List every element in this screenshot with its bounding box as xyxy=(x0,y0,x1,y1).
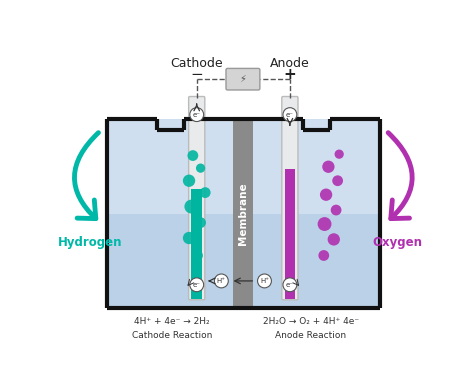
Text: Anode Reaction: Anode Reaction xyxy=(275,331,346,340)
Circle shape xyxy=(257,274,272,288)
Text: e⁻: e⁻ xyxy=(286,282,294,288)
Circle shape xyxy=(195,217,206,228)
Circle shape xyxy=(328,233,340,245)
Circle shape xyxy=(318,217,331,231)
Circle shape xyxy=(188,150,198,161)
Circle shape xyxy=(319,250,329,261)
Text: Membrane: Membrane xyxy=(238,182,248,245)
Text: Cathode: Cathode xyxy=(171,57,223,70)
Bar xyxy=(107,214,380,308)
Circle shape xyxy=(335,149,344,159)
Bar xyxy=(191,189,202,299)
Circle shape xyxy=(283,108,297,122)
Circle shape xyxy=(320,189,332,201)
Text: 4H⁺ + 4e⁻ → 2H₂: 4H⁺ + 4e⁻ → 2H₂ xyxy=(134,317,210,326)
Circle shape xyxy=(283,278,297,292)
Circle shape xyxy=(184,200,198,214)
Text: Anode: Anode xyxy=(270,57,310,70)
Text: e⁻: e⁻ xyxy=(193,282,201,288)
Circle shape xyxy=(183,175,195,187)
Circle shape xyxy=(190,108,204,122)
Text: −: − xyxy=(191,67,203,82)
FancyBboxPatch shape xyxy=(189,96,205,300)
Bar xyxy=(107,119,380,308)
Circle shape xyxy=(331,205,341,215)
Circle shape xyxy=(322,161,335,173)
Text: H⁺: H⁺ xyxy=(217,278,226,284)
Circle shape xyxy=(196,164,205,173)
Text: 2H₂O → O₂ + 4H⁺ 4e⁻: 2H₂O → O₂ + 4H⁺ 4e⁻ xyxy=(263,317,359,326)
Text: Cathode Reaction: Cathode Reaction xyxy=(132,331,212,340)
Circle shape xyxy=(190,278,204,292)
Circle shape xyxy=(183,232,195,244)
Circle shape xyxy=(214,274,228,288)
Text: Oxygen: Oxygen xyxy=(372,236,422,249)
Text: e⁻: e⁻ xyxy=(286,112,294,118)
Text: e⁻: e⁻ xyxy=(193,112,201,118)
Circle shape xyxy=(200,187,210,198)
Circle shape xyxy=(192,250,203,261)
Text: H⁺: H⁺ xyxy=(260,278,269,284)
Circle shape xyxy=(332,175,343,186)
Text: Hydrogen: Hydrogen xyxy=(57,236,122,249)
Text: ⚡: ⚡ xyxy=(239,74,246,84)
FancyBboxPatch shape xyxy=(282,96,298,300)
Bar xyxy=(233,119,253,308)
FancyBboxPatch shape xyxy=(226,68,260,90)
Text: +: + xyxy=(283,67,296,82)
FancyArrowPatch shape xyxy=(74,132,99,218)
FancyArrowPatch shape xyxy=(388,132,412,218)
Bar xyxy=(284,169,295,299)
